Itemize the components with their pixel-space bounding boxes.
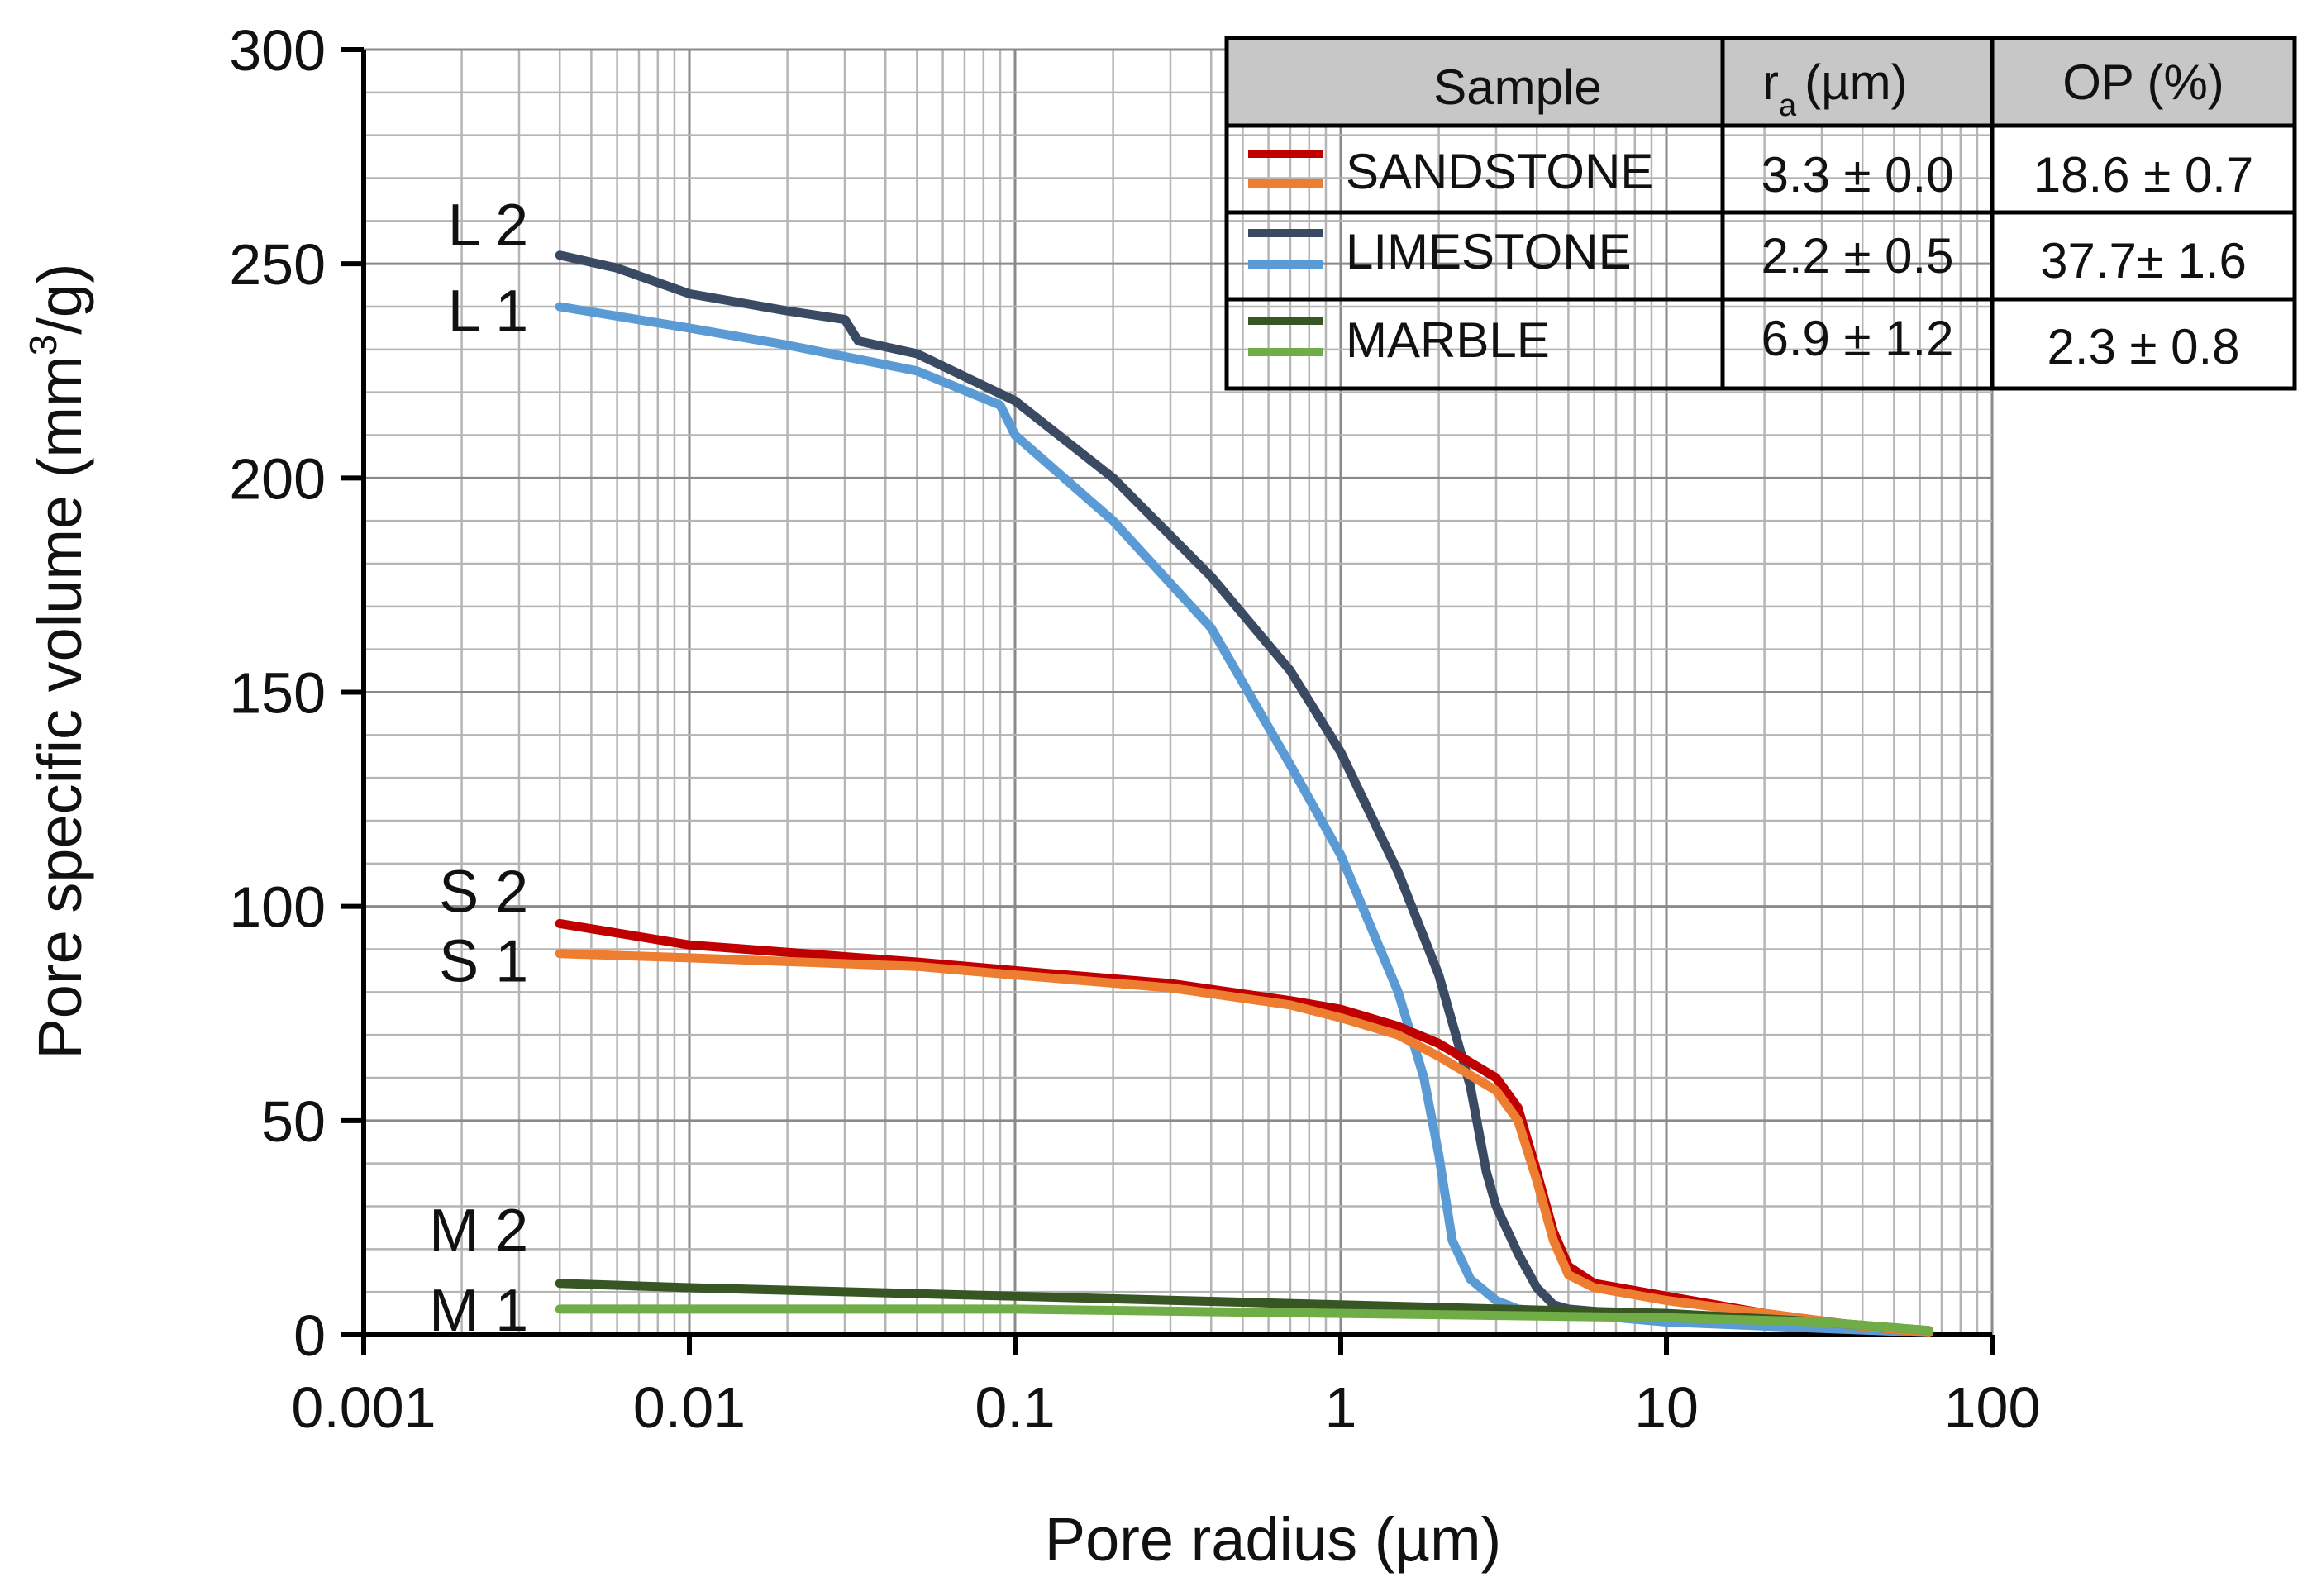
y-tick-label: 300 bbox=[229, 18, 326, 83]
grid-lines bbox=[362, 48, 1994, 1336]
legend-name-limestone: LIMESTONE bbox=[1346, 224, 1632, 279]
y-tick-label: 100 bbox=[229, 875, 326, 940]
x-axis-title: Pore radius (µm) bbox=[1045, 1505, 1502, 1574]
legend-header-ra-unit: (µm) bbox=[1804, 55, 1908, 110]
y-tick-label: 0 bbox=[293, 1303, 326, 1368]
x-tick-label: 0.01 bbox=[633, 1375, 746, 1440]
y-axis-title-superscript: 3 bbox=[21, 335, 64, 356]
curve-label-l-2: L 2 bbox=[448, 193, 528, 259]
curve-label-m-2: M 2 bbox=[429, 1198, 528, 1264]
curve-labels: L 2 L 1 S 2S 1 M 2 M 1 bbox=[429, 193, 528, 1344]
data-series bbox=[555, 250, 1934, 1337]
legend-header-sample: Sample bbox=[1433, 60, 1601, 115]
x-tick-label: 100 bbox=[1944, 1375, 2041, 1440]
curve-label-s-2: S 2 bbox=[439, 859, 528, 925]
axes bbox=[341, 47, 1995, 1355]
legend-header-ra-r: r bbox=[1762, 55, 1779, 110]
legend-name-sandstone: SANDSTONE bbox=[1346, 144, 1653, 199]
legend-row-sandstone: SANDSTONE 3.3 ± 0.0 18.6 ± 0.7 bbox=[1248, 144, 2253, 202]
series-line-l-2 bbox=[555, 250, 1934, 1337]
legend-row-marble: MARBLE 6.9 ± 1.2 2.3 ± 0.8 bbox=[1248, 311, 2240, 374]
legend-ra-sandstone: 3.3 ± 0.0 bbox=[1761, 147, 1953, 202]
legend-ra-limestone: 2.2 ± 0.5 bbox=[1761, 228, 1953, 283]
legend-header-op: OP (%) bbox=[2062, 55, 2224, 110]
curve-label-m-1: M 1 bbox=[429, 1278, 528, 1344]
series-line-l-1 bbox=[555, 302, 1934, 1337]
legend-ra-marble: 6.9 ± 1.2 bbox=[1761, 311, 1953, 366]
curve-label-l-1: L 1 bbox=[448, 279, 528, 345]
legend-op-marble: 2.3 ± 0.8 bbox=[2047, 319, 2239, 374]
y-tick-label: 150 bbox=[229, 661, 326, 726]
y-tick-label: 50 bbox=[261, 1089, 326, 1154]
legend-op-sandstone: 18.6 ± 0.7 bbox=[2033, 147, 2253, 202]
curve-label-s-1: S 1 bbox=[439, 929, 528, 995]
legend-header-ra: ra (µm) bbox=[1762, 55, 1908, 123]
legend-table: Sample ra (µm) OP (%) SANDSTONE 3.3 ± 0.0… bbox=[1224, 36, 2297, 391]
legend-row-limestone: LIMESTONE 2.2 ± 0.5 37.7± 1.6 bbox=[1248, 224, 2247, 288]
y-axis-title: Pore specific volume (mm3/g) bbox=[21, 263, 94, 1059]
series-line-m-1 bbox=[555, 1304, 1934, 1336]
legend-op-limestone: 37.7± 1.6 bbox=[2040, 233, 2247, 288]
x-tick-label: 1 bbox=[1325, 1375, 1357, 1440]
x-tick-label: 0.1 bbox=[975, 1375, 1055, 1440]
series-line-s-2 bbox=[555, 918, 1934, 1337]
y-tick-label: 250 bbox=[229, 232, 326, 297]
series-line-s-1 bbox=[555, 949, 1934, 1337]
y-tick-label: 200 bbox=[229, 446, 326, 511]
x-tick-label: 0.001 bbox=[291, 1375, 436, 1440]
legend-name-marble: MARBLE bbox=[1346, 312, 1550, 368]
legend-header-ra-sub: a bbox=[1779, 88, 1797, 123]
x-tick-label: 10 bbox=[1634, 1375, 1699, 1440]
y-axis-title-suffix: /g) bbox=[26, 263, 94, 334]
legend-table-header-bg bbox=[1227, 38, 2295, 126]
tick-labels: 0 50 100 150 200 250 300 0.001 0.01 0.1 1 10 100 bbox=[229, 18, 2040, 1440]
